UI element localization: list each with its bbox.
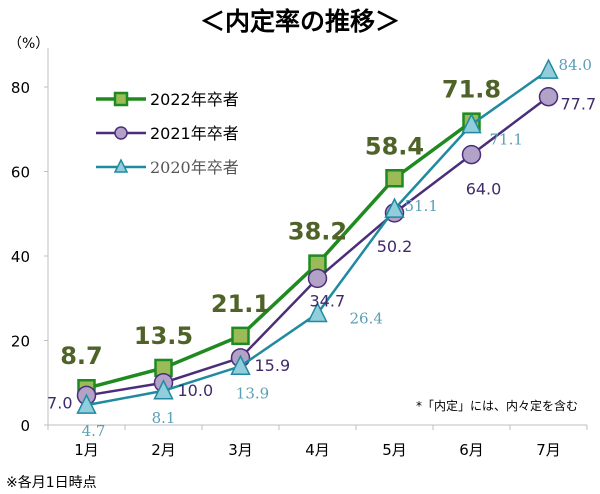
x-tick-label: 1月 — [74, 441, 99, 459]
y-tick-label: 0 — [20, 417, 30, 435]
triangle-marker — [230, 354, 251, 376]
data-label: 58.4 — [365, 132, 424, 160]
data-label: 64.0 — [466, 180, 502, 199]
data-label: 77.7 — [561, 95, 597, 114]
triangle-marker — [76, 393, 97, 414]
data-label: 71.8 — [442, 76, 501, 104]
data-label: 15.9 — [255, 356, 291, 375]
data-label: 4.7 — [82, 422, 106, 440]
axes: 0 20 40 60 80 1月 2月 3月 4月 5月 6月 7月 — [11, 48, 588, 459]
x-tick-label: 5月 — [382, 441, 407, 459]
series-triangle — [76, 58, 559, 414]
y-tick-label: 80 — [11, 79, 30, 97]
y-tick-label: 60 — [11, 164, 30, 182]
data-label: 10.0 — [178, 381, 214, 400]
y-tick-label: 40 — [11, 248, 30, 266]
data-label: 34.7 — [310, 291, 346, 310]
square-marker — [113, 91, 129, 107]
legend: 2022年卒者 2021年卒者 2020年卒者 — [96, 90, 239, 177]
square-marker — [231, 326, 250, 346]
x-tick-label: 2月 — [151, 441, 176, 459]
data-label: 7.0 — [47, 393, 72, 412]
triangle-marker — [384, 197, 405, 218]
series-line — [86, 120, 473, 390]
triangle-marker — [538, 58, 559, 79]
series-group: 8.7 13.5 21.1 38.2 58.4 71.8 7.0 10.0 15.9 34.7 50… — [47, 56, 596, 440]
legend-label: 2020年卒者 — [150, 158, 239, 177]
data-label: 8.1 — [152, 409, 176, 427]
y-axis-label: （%） — [8, 36, 49, 52]
data-label: 50.2 — [377, 237, 413, 256]
x-tick-label: 6月 — [459, 441, 484, 459]
circle-marker — [307, 268, 328, 289]
chart-title: ＜内定率の推移＞ — [200, 7, 400, 36]
footnote-date: ※各月1日時点 — [6, 475, 97, 491]
x-tick-label: 4月 — [305, 441, 330, 459]
x-tick-label: 7月 — [536, 441, 561, 459]
data-label: 13.9 — [236, 384, 269, 402]
data-label: 13.5 — [134, 322, 193, 350]
data-label: 71.1 — [490, 131, 523, 149]
y-tick-label: 20 — [11, 333, 30, 351]
data-label: 21.1 — [211, 290, 270, 318]
triangle-marker — [113, 158, 129, 173]
legend-label: 2022年卒者 — [150, 90, 239, 109]
circle-marker — [114, 126, 128, 140]
triangle-marker — [461, 112, 482, 134]
circle-marker — [538, 86, 559, 107]
triangle-marker — [307, 301, 328, 323]
x-tick-label: 3月 — [228, 441, 253, 459]
legend-label: 2021年卒者 — [150, 124, 239, 143]
data-label: 51.1 — [405, 197, 438, 215]
footnote-naitei: *「内定」には、内々定を含む — [416, 398, 578, 413]
data-label: 84.0 — [559, 56, 592, 74]
data-label: 26.4 — [350, 309, 383, 327]
data-label: 8.7 — [60, 342, 103, 370]
data-label: 38.2 — [288, 218, 347, 246]
square-marker — [385, 169, 404, 188]
circle-marker — [461, 144, 482, 165]
triangle-marker — [153, 379, 174, 400]
